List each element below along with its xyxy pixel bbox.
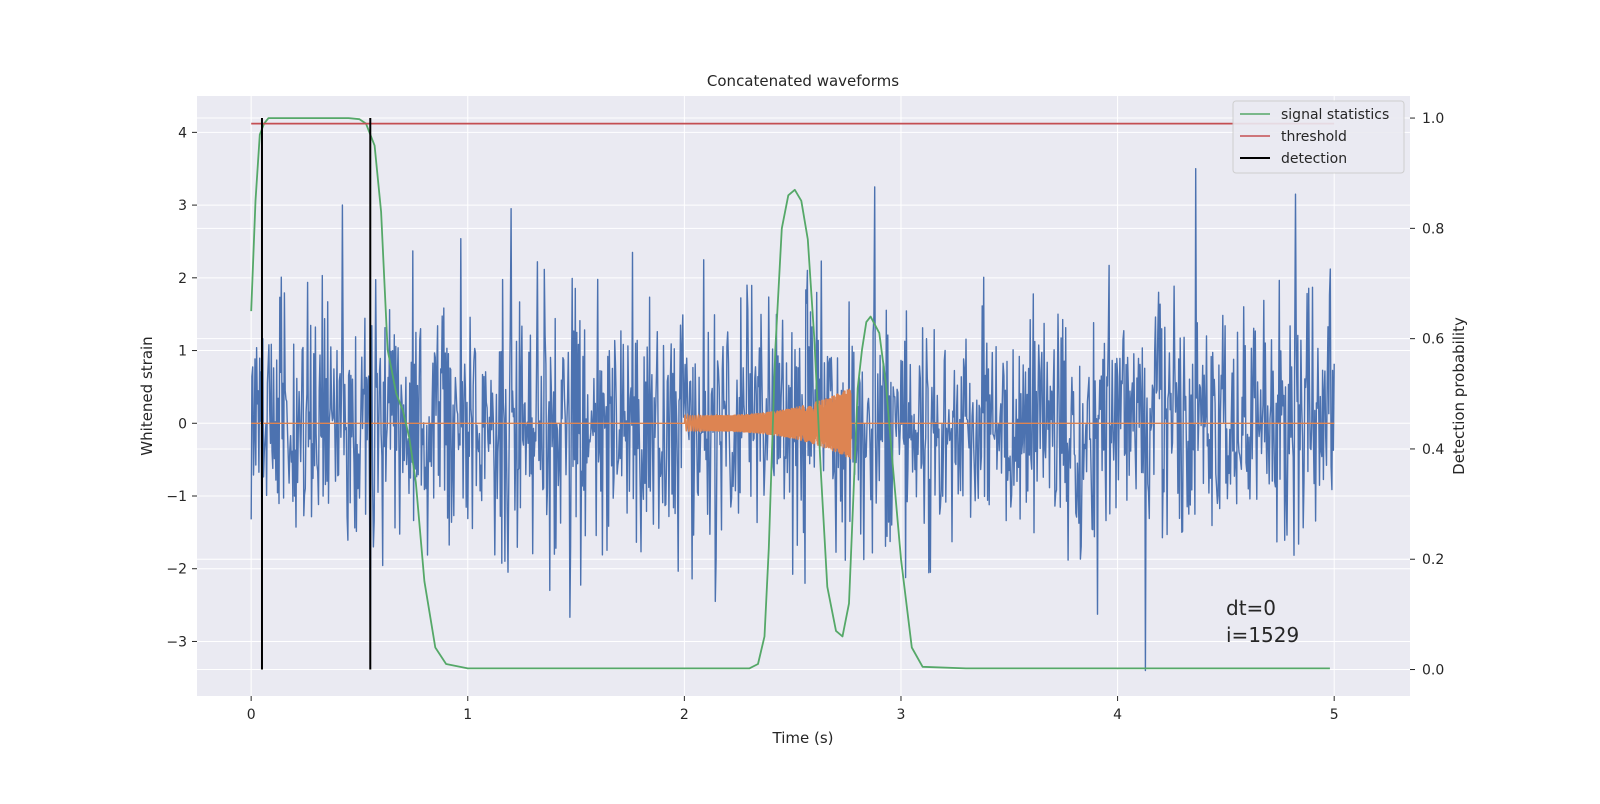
- x-tick-label: 1: [463, 707, 472, 723]
- x-tick-label: 0: [247, 707, 256, 723]
- legend-label-threshold: threshold: [1281, 129, 1347, 145]
- chart-title: Concatenated waveforms: [707, 72, 899, 90]
- series-template-waveform: [251, 388, 1335, 460]
- y2-tick-label: 0.4: [1422, 442, 1444, 458]
- x-axis-label: Time (s): [772, 729, 834, 747]
- y-tick-label: 4: [178, 125, 187, 141]
- annotation-dt: dt=0: [1226, 596, 1276, 620]
- y-tick-label: −3: [166, 634, 187, 650]
- x-tick-label: 3: [897, 707, 906, 723]
- y2-tick-label: 0.0: [1422, 663, 1444, 679]
- x-tick-label: 5: [1330, 707, 1339, 723]
- y2-tick-label: 0.6: [1422, 332, 1444, 348]
- y2-tick-label: 1.0: [1422, 111, 1444, 127]
- x-tick-label: 2: [680, 707, 689, 723]
- legend-label-detection: detection: [1281, 151, 1347, 167]
- y-tick-label: 1: [178, 344, 187, 360]
- series-layer: [250, 117, 1335, 672]
- x-tick-label: 4: [1113, 707, 1122, 723]
- y2-tick-label: 0.8: [1422, 221, 1444, 237]
- legend-label-signal-statistics: signal statistics: [1281, 107, 1389, 123]
- y2-axis-label: Detection probability: [1450, 317, 1468, 475]
- series-whitened-strain: [250, 167, 1335, 672]
- legend-box: [1232, 100, 1405, 174]
- annotation-index: i=1529: [1226, 623, 1299, 647]
- y-tick-label: 2: [178, 271, 187, 287]
- axes-layer: 0 1 2 3 4 5 −3 −2 −1 0 1 2 3 4 0.0 0.2 0.4 0.6 0.8 1.0: [166, 111, 1444, 723]
- y-tick-label: −2: [166, 562, 187, 578]
- y-axis-label: Whitened strain: [138, 336, 156, 455]
- y-tick-label: −1: [166, 489, 187, 505]
- legend: signal statistics threshold detection: [1232, 100, 1405, 174]
- y-tick-label: 3: [178, 198, 187, 214]
- y-tick-label: 0: [178, 416, 187, 432]
- series-signal-statistics: [250, 117, 1330, 670]
- y2-tick-label: 0.2: [1422, 552, 1444, 568]
